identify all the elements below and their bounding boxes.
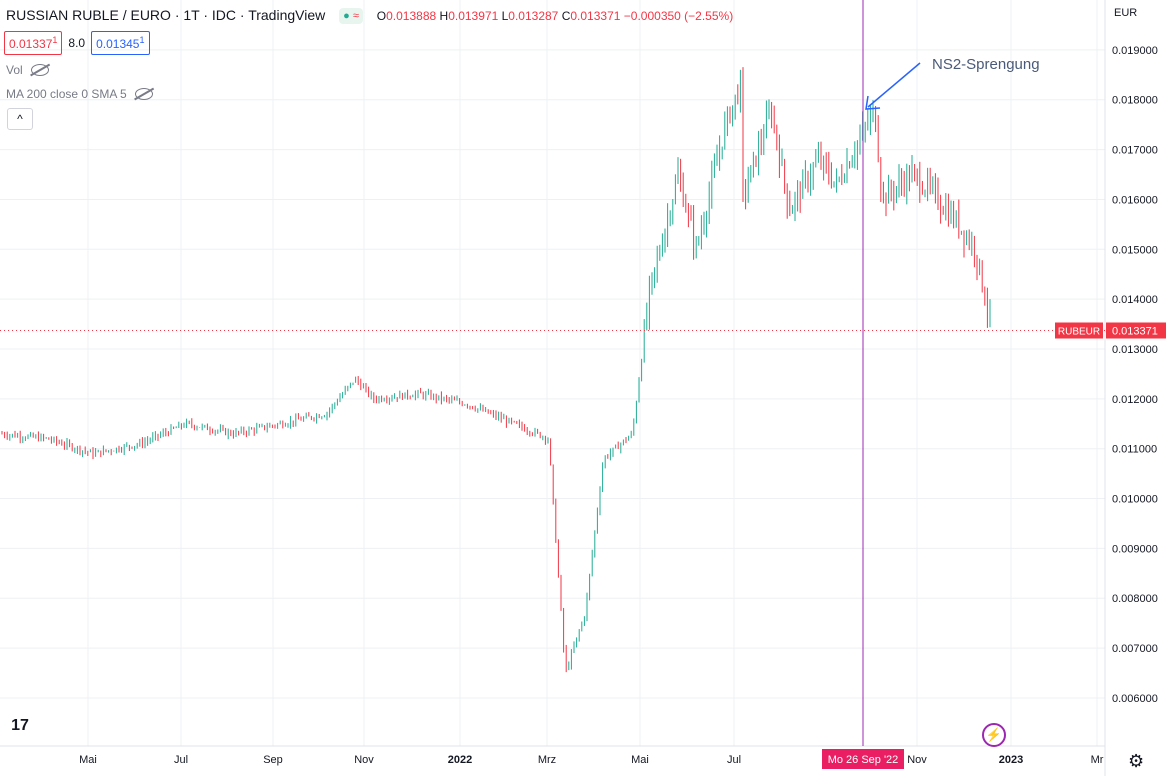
y-tick-label: 0.007000 — [1112, 643, 1158, 655]
y-tick-label: 0.015000 — [1112, 244, 1158, 256]
ohlc-values: O0.013888 H0.013971 L0.013287 C0.013371 … — [376, 9, 734, 23]
y-tick-label: 0.016000 — [1112, 194, 1158, 206]
indicator-vol[interactable]: Vol — [6, 63, 49, 77]
buy-button[interactable]: 0.013451 — [91, 31, 150, 55]
currency-label: EUR — [1114, 7, 1137, 19]
x-tick-label: Sep — [263, 754, 283, 766]
annotation-arrow — [867, 62, 921, 108]
eye-off-icon[interactable] — [134, 88, 153, 100]
y-tick-label: 0.017000 — [1112, 145, 1158, 157]
collapse-button[interactable]: ^ — [7, 108, 33, 130]
x-tick-label: Jul — [174, 754, 188, 766]
y-tick-label: 0.010000 — [1112, 494, 1158, 506]
status-dot-icon: ● — [343, 10, 350, 23]
y-tick-label: 0.012000 — [1112, 394, 1158, 406]
tradingview-logo[interactable]: 17 — [11, 717, 29, 734]
y-tick-label: 0.009000 — [1112, 543, 1158, 555]
indicator-ma[interactable]: MA 200 close 0 SMA 5 — [6, 87, 153, 101]
price-label-symbol-bg — [1055, 322, 1103, 339]
x-tick-label: Nov — [354, 754, 374, 766]
x-tick-label: 2023 — [999, 754, 1023, 766]
x-tick-label: Mai — [631, 754, 649, 766]
x-tick-label: Nov — [907, 754, 927, 766]
price-label-value-bg — [1106, 322, 1166, 339]
y-tick-label: 0.008000 — [1112, 593, 1158, 605]
y-tick-label: 0.018000 — [1112, 95, 1158, 107]
annotation-arrowhead — [865, 95, 881, 110]
eye-off-icon[interactable] — [30, 64, 49, 76]
sell-button[interactable]: 0.013371 — [4, 31, 63, 55]
crosshair-date: Mo 26 Sep '22 — [828, 754, 899, 766]
y-tick-label: 0.011000 — [1112, 444, 1157, 456]
trade-row: 0.013371 8.0 0.013451 — [4, 31, 150, 55]
price-label-symbol: RUBEUR — [1058, 327, 1100, 338]
x-tick-label: 2022 — [448, 754, 472, 766]
y-tick-label: 0.006000 — [1112, 693, 1158, 705]
x-tick-label: Jul — [727, 754, 741, 766]
wave-icon: ≈ — [352, 10, 359, 23]
x-tick-label: Mrz — [538, 754, 556, 766]
price-label-value: 0.013371 — [1112, 326, 1158, 338]
y-tick-label: 0.013000 — [1112, 344, 1158, 356]
x-tick-label: Mai — [79, 754, 97, 766]
chart-legend: RUSSIAN RUBLE / EURO · 1T · IDC · Tradin… — [6, 7, 734, 25]
y-tick-label: 0.019000 — [1112, 45, 1158, 57]
symbol-title[interactable]: RUSSIAN RUBLE / EURO · 1T · IDC · Tradin… — [6, 7, 326, 23]
x-tick-label: Mr — [1091, 754, 1104, 766]
flash-icon[interactable]: ⚡ — [982, 723, 1006, 747]
y-tick-label: 0.014000 — [1112, 294, 1158, 306]
crosshair-date-bg — [822, 749, 904, 769]
spread-value: 8.0 — [68, 36, 86, 50]
annotation-text: NS2-Sprengung — [932, 56, 1040, 73]
gear-icon[interactable]: ⚙ — [1128, 751, 1145, 771]
toggle-dots[interactable]: ● ≈ — [339, 8, 363, 25]
